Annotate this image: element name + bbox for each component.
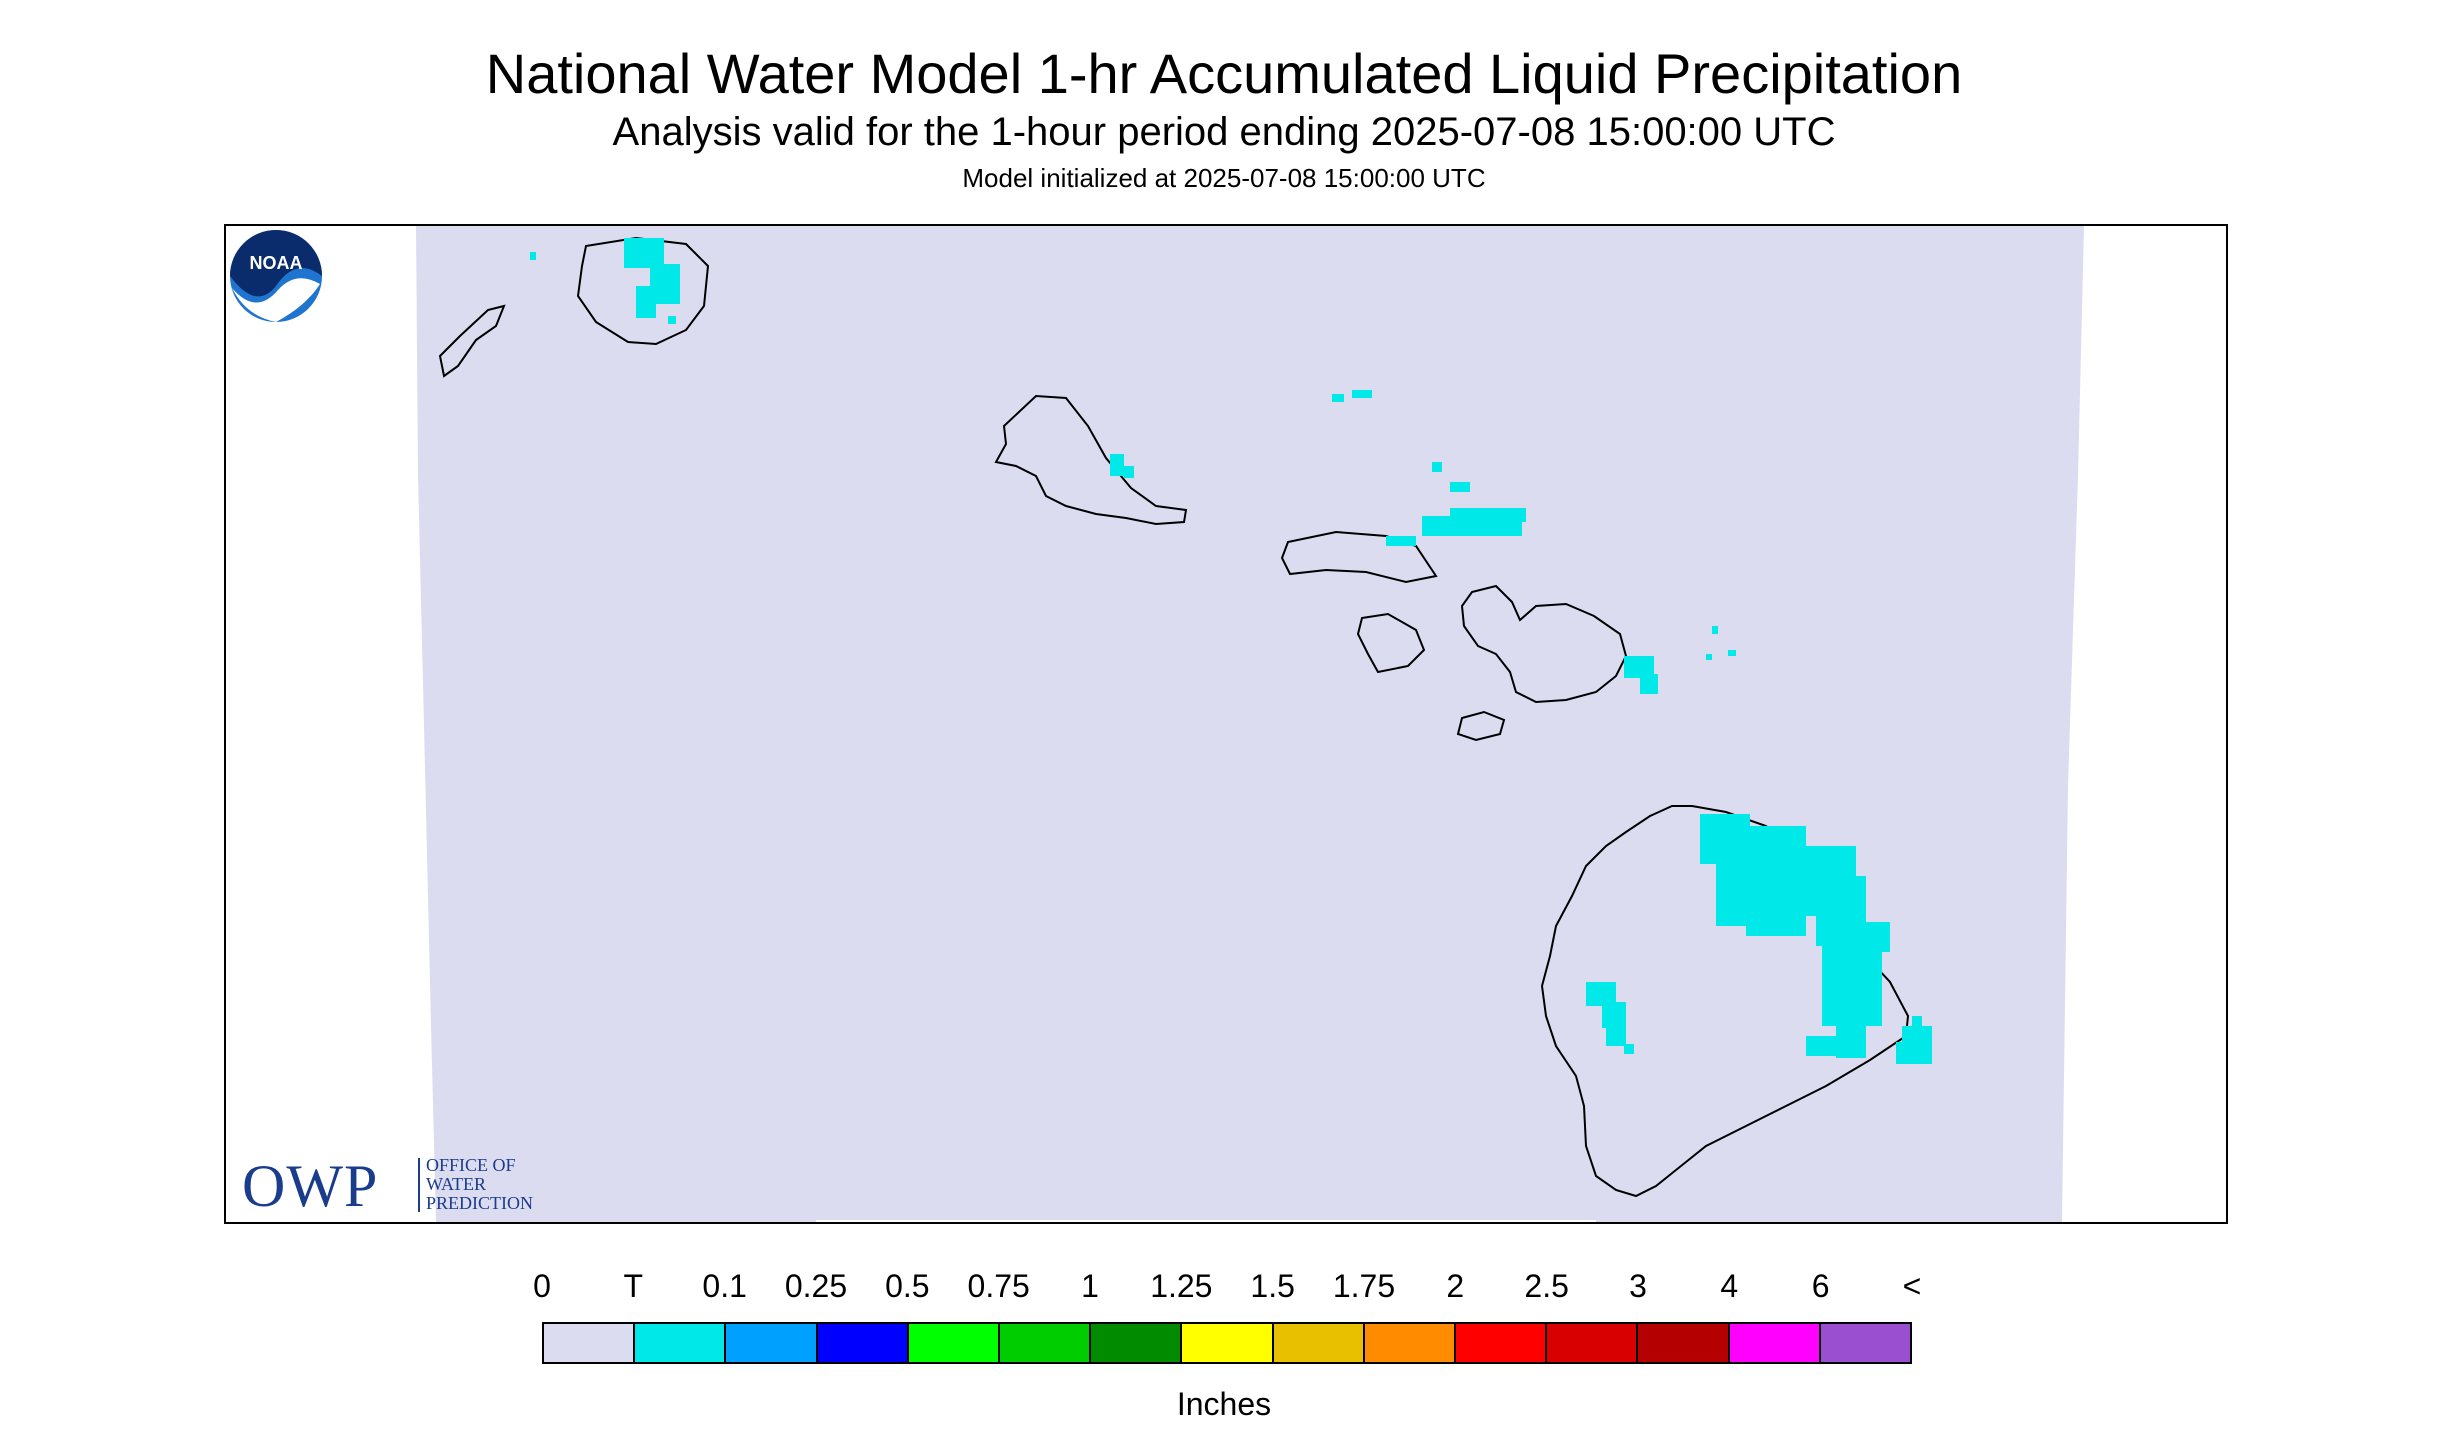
trace-area	[1602, 1002, 1626, 1028]
legend-swatch	[1273, 1324, 1365, 1362]
legend-label: 3	[1629, 1268, 1647, 1304]
legend-label: 6	[1811, 1268, 1830, 1304]
owp-logo: OWP OFFICE OF WATER PREDICTION	[242, 1153, 562, 1219]
legend-swatch	[817, 1324, 909, 1362]
legend-label: 1	[1081, 1268, 1099, 1304]
trace-area	[624, 238, 664, 268]
trace-area	[1624, 656, 1654, 678]
legend-label: 0.75	[967, 1268, 1030, 1304]
legend-labels: 0 T 0.1 0.25 0.5 0.75 1 1.25 1.5 1.75 2 2.5 3 4 6 <	[520, 1268, 1922, 1308]
legend-swatch	[544, 1324, 636, 1362]
legend-label: 0	[533, 1268, 551, 1304]
trace-area	[530, 252, 536, 260]
lanai-coastline	[1356, 612, 1426, 674]
kahoolawe-coastline	[1456, 710, 1506, 742]
legend-swatch	[1547, 1324, 1639, 1362]
trace-area	[1822, 946, 1882, 1026]
trace-area	[1640, 674, 1658, 694]
legend-label: 0.1	[702, 1268, 747, 1304]
legend-label: 0.5	[885, 1268, 930, 1304]
legend-swatch	[1182, 1324, 1274, 1362]
owp-logo-line3: PREDICTION	[426, 1193, 533, 1213]
legend-label: 0.25	[784, 1268, 848, 1304]
trace-area	[1712, 626, 1718, 634]
trace-area	[1746, 906, 1806, 936]
analysis-domain	[416, 226, 2084, 1222]
trace-area	[1836, 1026, 1866, 1058]
trace-area	[668, 316, 676, 324]
legend-label: 1.5	[1250, 1268, 1295, 1304]
legend-swatch	[635, 1324, 727, 1362]
owp-logo-mark: OWP	[242, 1153, 379, 1219]
legend-label: 4	[1720, 1268, 1739, 1304]
legend-label: 1.25	[1150, 1268, 1213, 1304]
owp-logo-line1: OFFICE OF	[426, 1155, 516, 1175]
trace-area	[1450, 508, 1526, 522]
chart-subtitle: Analysis valid for the 1-hour period end…	[612, 110, 1836, 154]
owp-logo-line2: WATER	[426, 1174, 486, 1194]
legend-colorbar	[542, 1322, 1912, 1364]
legend-swatch	[1729, 1324, 1821, 1362]
legend-swatch	[1456, 1324, 1548, 1362]
legend-label: 1.75	[1332, 1268, 1396, 1304]
legend-swatch	[1000, 1324, 1092, 1362]
maui-coastline	[1460, 584, 1628, 704]
legend-swatch	[1364, 1324, 1457, 1362]
legend-swatch	[1638, 1324, 1730, 1362]
noaa-logo-text: NOAA	[250, 253, 303, 273]
trace-area	[1706, 654, 1712, 660]
kauai-coastline	[576, 236, 710, 346]
model-init-line: Model initialized at 2025-07-08 15:00:00…	[962, 163, 1486, 193]
trace-area	[1912, 1016, 1922, 1028]
map-canvas	[416, 226, 2084, 1222]
trace-area	[1110, 454, 1124, 476]
trace-area	[1902, 1026, 1932, 1046]
legend-swatch	[1820, 1324, 1911, 1362]
legend-label: T	[623, 1268, 644, 1304]
molokai-coastline	[1280, 530, 1438, 584]
trace-area	[1432, 462, 1442, 472]
legend-swatch	[726, 1324, 818, 1362]
legend-swatch	[1091, 1324, 1183, 1362]
trace-area	[1450, 482, 1470, 492]
legend-swatch	[908, 1324, 1001, 1362]
oahu-coastline	[994, 394, 1188, 526]
legend-label: 2	[1446, 1268, 1465, 1304]
niihau-coastline	[438, 304, 506, 378]
legend-label: 2.5	[1524, 1268, 1569, 1304]
trace-area	[1606, 1026, 1626, 1046]
trace-area	[1124, 466, 1134, 478]
legend-units: Inches	[1176, 1386, 1272, 1422]
noaa-logo: NOAA	[227, 227, 325, 325]
legend-label: <	[1902, 1268, 1922, 1304]
trace-area	[1850, 922, 1890, 952]
trace-area	[1386, 536, 1416, 546]
trace-area	[1896, 1042, 1932, 1064]
trace-area	[1728, 650, 1736, 656]
trace-area	[1806, 1036, 1838, 1056]
trace-area	[1624, 1044, 1634, 1054]
chart-title: National Water Model 1-hr Accumulated Li…	[485, 42, 1963, 105]
map-frame: OWP OFFICE OF WATER PREDICTION NOAA	[224, 224, 2228, 1224]
trace-area	[1332, 394, 1344, 402]
trace-area	[1352, 390, 1372, 398]
trace-area	[636, 286, 656, 318]
